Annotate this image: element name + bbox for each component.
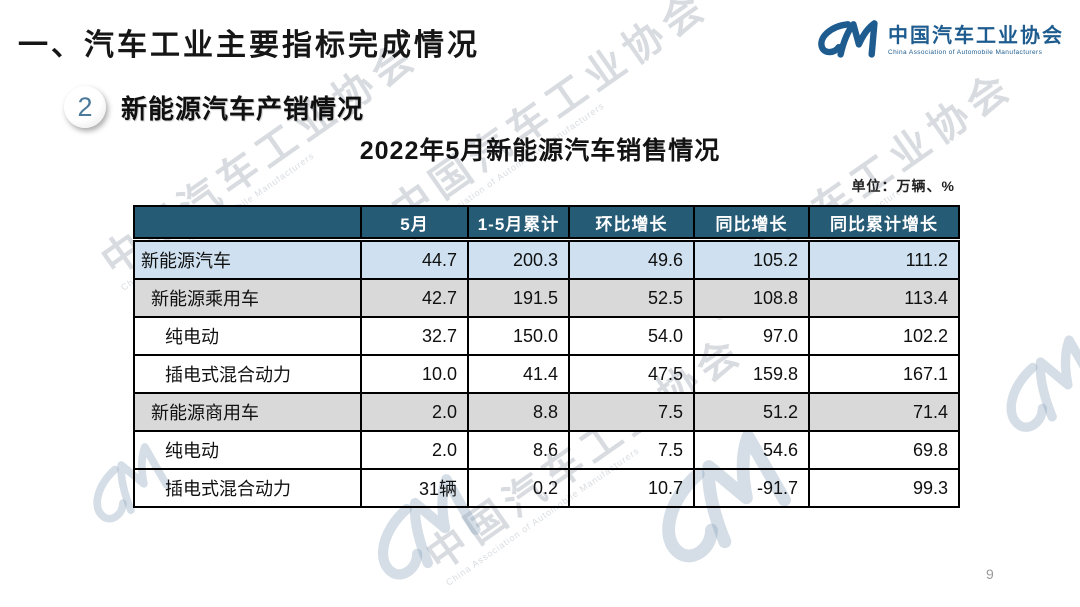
- header-row: 5月 1-5月累计 环比增长 同比增长 同比累计增长: [133, 205, 960, 242]
- cell-value: 111.2: [808, 238, 960, 280]
- table-row: 新能源乘用车 42.7 191.5 52.5 108.8 113.4: [133, 278, 960, 318]
- table-row: 新能源商用车 2.0 8.8 7.5 51.2 71.4: [133, 392, 960, 432]
- row-label: 新能源商用车: [133, 392, 362, 432]
- table-row: 插电式混合动力 31辆 0.2 10.7 -91.7 99.3: [133, 468, 960, 508]
- section-badge: 2: [64, 86, 106, 128]
- cell-value: -91.7: [693, 468, 810, 508]
- row-label: 插电式混合动力: [133, 354, 362, 394]
- cell-value: 44.7: [360, 238, 469, 280]
- cell-value: 167.1: [808, 354, 960, 394]
- cell-value: 2.0: [360, 430, 469, 470]
- cell-value: 191.5: [467, 278, 570, 318]
- cell-value: 10.7: [568, 468, 695, 508]
- row-label: 新能源乘用车: [133, 278, 362, 318]
- cell-value: 2.0: [360, 392, 469, 432]
- section-header: 2 新能源汽车产销情况: [64, 86, 364, 128]
- caam-logo: 中国汽车工业协会 China Association of Automobile…: [815, 16, 1064, 65]
- section-badge-number: 2: [77, 91, 93, 122]
- cell-value: 49.6: [568, 238, 695, 280]
- cell-value: 108.8: [693, 278, 810, 318]
- section-title: 新能源汽车产销情况: [121, 93, 365, 124]
- caam-monogram-icon: [815, 16, 879, 65]
- table-row: 新能源汽车 44.7 200.3 49.6 105.2 111.2: [133, 238, 960, 280]
- page-number: 9: [986, 566, 994, 582]
- cell-value: 41.4: [467, 354, 570, 394]
- cell-value: 69.8: [808, 430, 960, 470]
- cell-value: 99.3: [808, 468, 960, 508]
- sales-table: 5月 1-5月累计 环比增长 同比增长 同比累计增长 新能源汽车 44.7 200.3 49.…: [133, 205, 960, 508]
- logo-name: 中国汽车工业协会: [888, 24, 1064, 47]
- row-label: 纯电动: [133, 316, 362, 356]
- table-row: 纯电动 2.0 8.6 7.5 54.6 69.8: [133, 430, 960, 470]
- unit-note: 单位：万辆、%: [851, 178, 955, 194]
- cell-value: 0.2: [467, 468, 570, 508]
- column-header: 同比累计增长: [808, 205, 960, 242]
- logo-text: 中国汽车工业协会 China Association of Automobile…: [888, 25, 1064, 56]
- cell-value: 97.0: [693, 316, 810, 356]
- table-row: 插电式混合动力 10.0 41.4 47.5 159.8 167.1: [133, 354, 960, 394]
- column-header: 1-5月累计: [467, 205, 570, 242]
- cell-value: 8.8: [467, 392, 570, 432]
- column-header: 5月: [360, 205, 469, 242]
- cell-value: 150.0: [467, 316, 570, 356]
- row-label: 纯电动: [133, 430, 362, 470]
- cell-value: 71.4: [808, 392, 960, 432]
- cell-value: 10.0: [360, 354, 469, 394]
- corner-cell: [133, 205, 362, 242]
- cell-value: 31辆: [360, 468, 469, 508]
- cell-value: 54.0: [568, 316, 695, 356]
- column-header: 同比增长: [693, 205, 810, 242]
- cell-value: 105.2: [693, 238, 810, 280]
- cell-value: 7.5: [568, 430, 695, 470]
- table-title: 2022年5月新能源汽车销售情况: [359, 137, 721, 165]
- row-label: 插电式混合动力: [133, 468, 362, 508]
- table-row: 纯电动 32.7 150.0 54.0 97.0 102.2: [133, 316, 960, 356]
- cell-value: 52.5: [568, 278, 695, 318]
- cell-value: 51.2: [693, 392, 810, 432]
- cell-value: 113.4: [808, 278, 960, 318]
- cell-value: 7.5: [568, 392, 695, 432]
- cell-value: 42.7: [360, 278, 469, 318]
- page-title: 一、汽车工业主要指标完成情况: [18, 29, 480, 62]
- cell-value: 159.8: [693, 354, 810, 394]
- cell-value: 54.6: [693, 430, 810, 470]
- row-label: 新能源汽车: [133, 238, 362, 280]
- cell-value: 200.3: [467, 238, 570, 280]
- cell-value: 32.7: [360, 316, 469, 356]
- cell-value: 102.2: [808, 316, 960, 356]
- cell-value: 8.6: [467, 430, 570, 470]
- cell-value: 47.5: [568, 354, 695, 394]
- logo-subtitle: China Association of Automobile Manufact…: [888, 48, 1043, 56]
- column-header: 环比增长: [568, 205, 695, 242]
